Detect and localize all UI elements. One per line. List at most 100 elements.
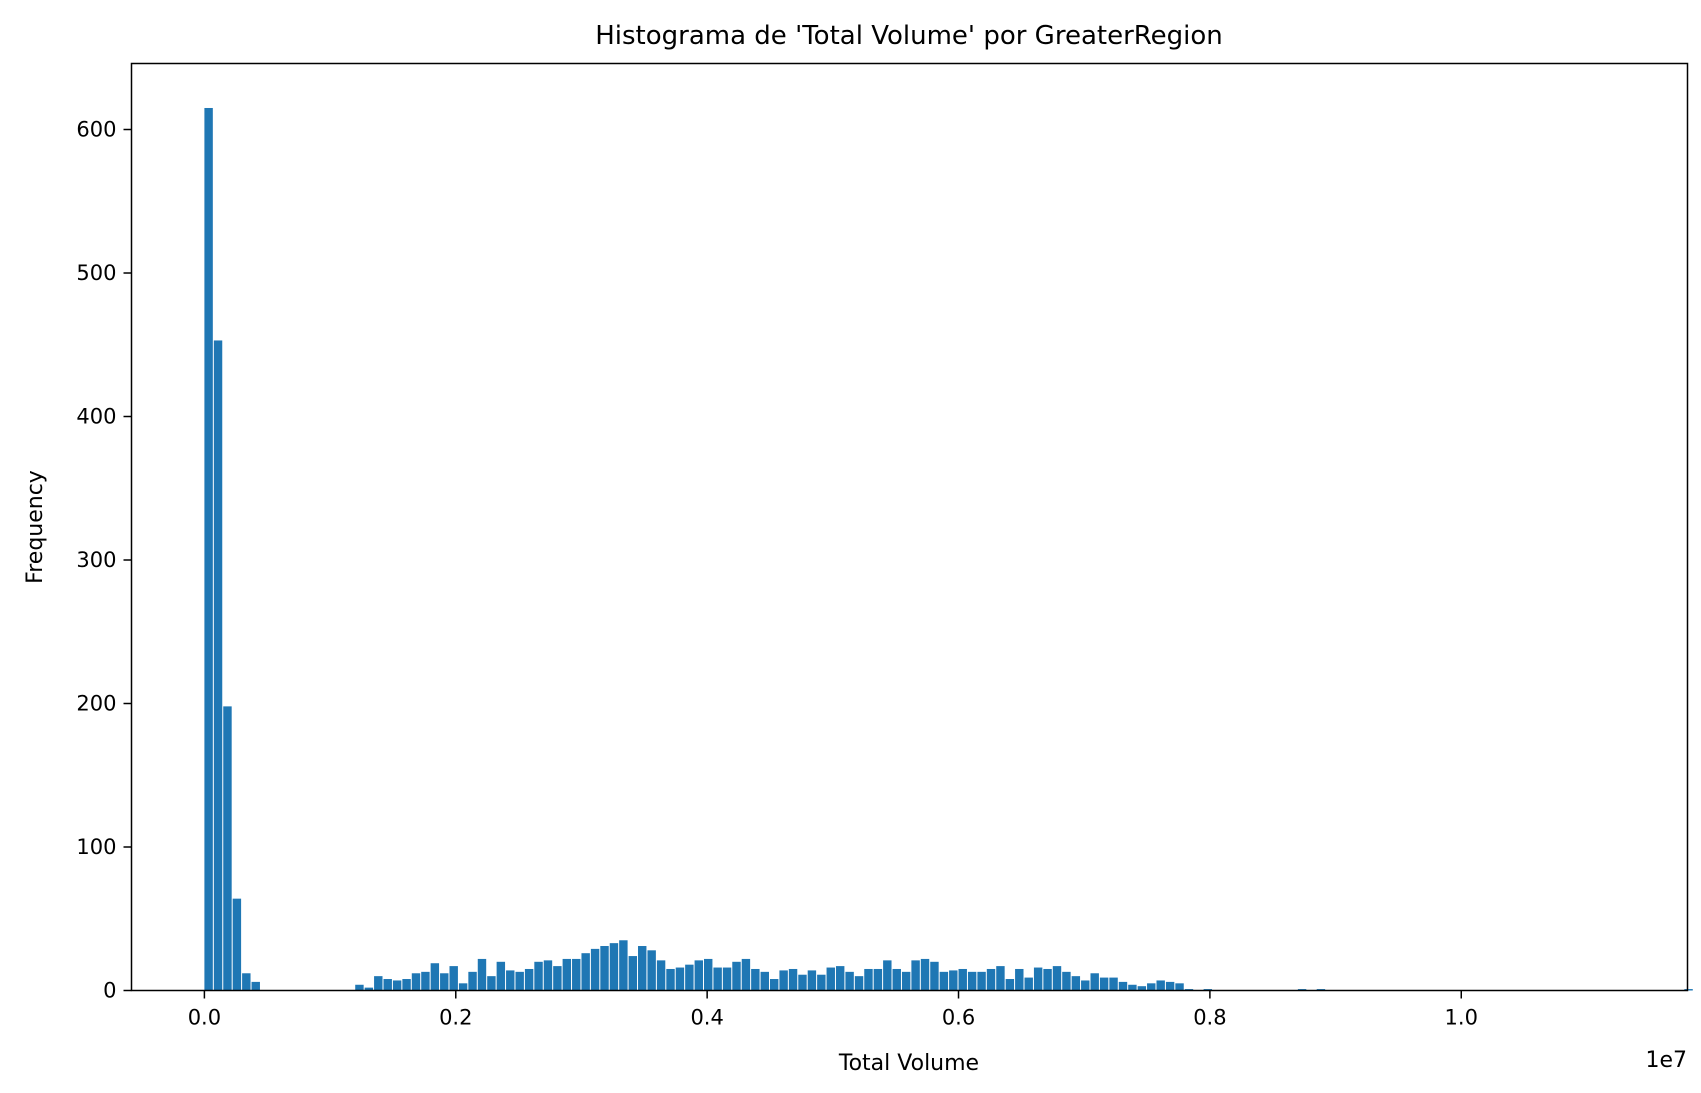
histogram-bar [1062,971,1071,991]
histogram-bar [619,940,628,991]
histogram-bar [440,973,449,991]
histogram-bar [751,968,760,991]
histogram-bar [901,971,911,991]
histogram-bar [411,973,421,991]
histogram-bar [845,971,854,991]
histogram-bar [996,966,1005,991]
histogram-bar [958,968,967,991]
histogram-bar [1024,977,1033,991]
histogram-bar [760,971,769,991]
histogram-bar [1147,983,1156,991]
histogram-bar [675,967,685,991]
histogram-bar [213,340,223,991]
histogram-bar [939,971,949,991]
histogram-bar [817,974,826,991]
histogram-bar [251,981,260,991]
histogram-bar [1033,967,1043,991]
histogram-bar [1109,977,1118,991]
histogram-bar [930,961,939,991]
histogram-bar [628,956,638,991]
x-axis: 0.0 0.2 0.4 0.6 0.8 1.0 [188,990,1478,1030]
histogram-bar [722,967,732,991]
histogram-bar [1043,968,1052,991]
histogram-bar [826,967,835,991]
histogram-bar [590,948,600,991]
histogram-bar [788,968,798,991]
histogram-bar [364,987,374,991]
y-tick-label: 400 [76,405,116,429]
histogram-bar [572,958,581,991]
histogram-bar [1090,973,1099,991]
histogram-bar [1081,980,1090,991]
histogram-bar [1165,981,1175,991]
histogram-bar [666,968,675,991]
x-axis-offset-label: 1e7 [1645,1048,1687,1073]
histogram-bar [656,960,666,991]
y-tick-label: 500 [76,261,116,285]
y-axis: 0 100 200 300 400 500 600 [76,118,132,1003]
histogram-bar [496,961,506,991]
y-tick-label: 0 [103,979,116,1003]
histogram-bar [779,970,788,991]
y-tick-label: 100 [76,835,116,859]
x-tick-label: 0.2 [439,1006,472,1030]
histogram-bar [1684,989,1693,991]
histogram-bar [468,971,477,991]
histogram-bar [883,960,892,991]
histogram-bar [798,974,807,991]
histogram-bar [713,967,722,991]
y-tick-label: 300 [76,548,116,572]
histogram-bar [694,960,704,991]
histogram-bar [685,964,694,991]
histogram-bar [638,946,647,991]
histogram-bar [487,976,496,991]
histogram-bar [242,973,251,991]
histogram-bar [543,960,553,991]
histogram-bar [769,979,779,991]
histogram-bar [421,971,430,991]
histogram-bar [232,898,242,991]
histogram-bar [449,966,458,991]
histogram-bar [892,968,901,991]
histogram-bar [1175,983,1184,991]
histogram-bar [1015,968,1024,991]
histogram-bar [732,961,741,991]
bars-group [204,107,1693,991]
histogram-bar [609,943,619,991]
histogram-bar [1156,980,1165,991]
histogram-bar [854,976,864,991]
histogram-bar [967,971,977,991]
histogram-bar [223,706,232,991]
histogram-bar [534,961,543,991]
histogram-bar [562,958,572,991]
histogram-bar [506,970,515,991]
y-tick-label: 200 [76,692,116,716]
histogram-bar [1118,981,1128,991]
histogram-bar [807,970,817,991]
histogram-bar [458,983,468,991]
plot-frame [130,62,1689,992]
histogram-bar [920,958,930,991]
x-axis-title: Total Volume [838,1051,979,1076]
histogram-bar [430,963,440,991]
histogram-bar [864,968,873,991]
histogram-bar [911,960,920,991]
y-axis-title: Frequency [23,470,48,584]
histogram-bar [515,971,524,991]
x-tick-label: 0.4 [690,1006,723,1030]
histogram-bar [1071,976,1081,991]
x-tick-label: 0.8 [1193,1006,1226,1030]
histogram-bar [355,984,364,991]
histogram-bar [986,968,996,991]
chart-title: Histograma de 'Total Volume' por Greater… [595,21,1223,51]
x-tick-label: 0.0 [188,1006,221,1030]
histogram-bar [1137,986,1147,991]
histogram-bar [1005,979,1015,991]
histogram-bar [1099,977,1109,991]
histogram-bar [392,980,402,991]
histogram-bar [524,968,534,991]
histogram-bar [1052,966,1062,991]
histogram-bar [873,968,883,991]
histogram-bar [581,953,590,991]
